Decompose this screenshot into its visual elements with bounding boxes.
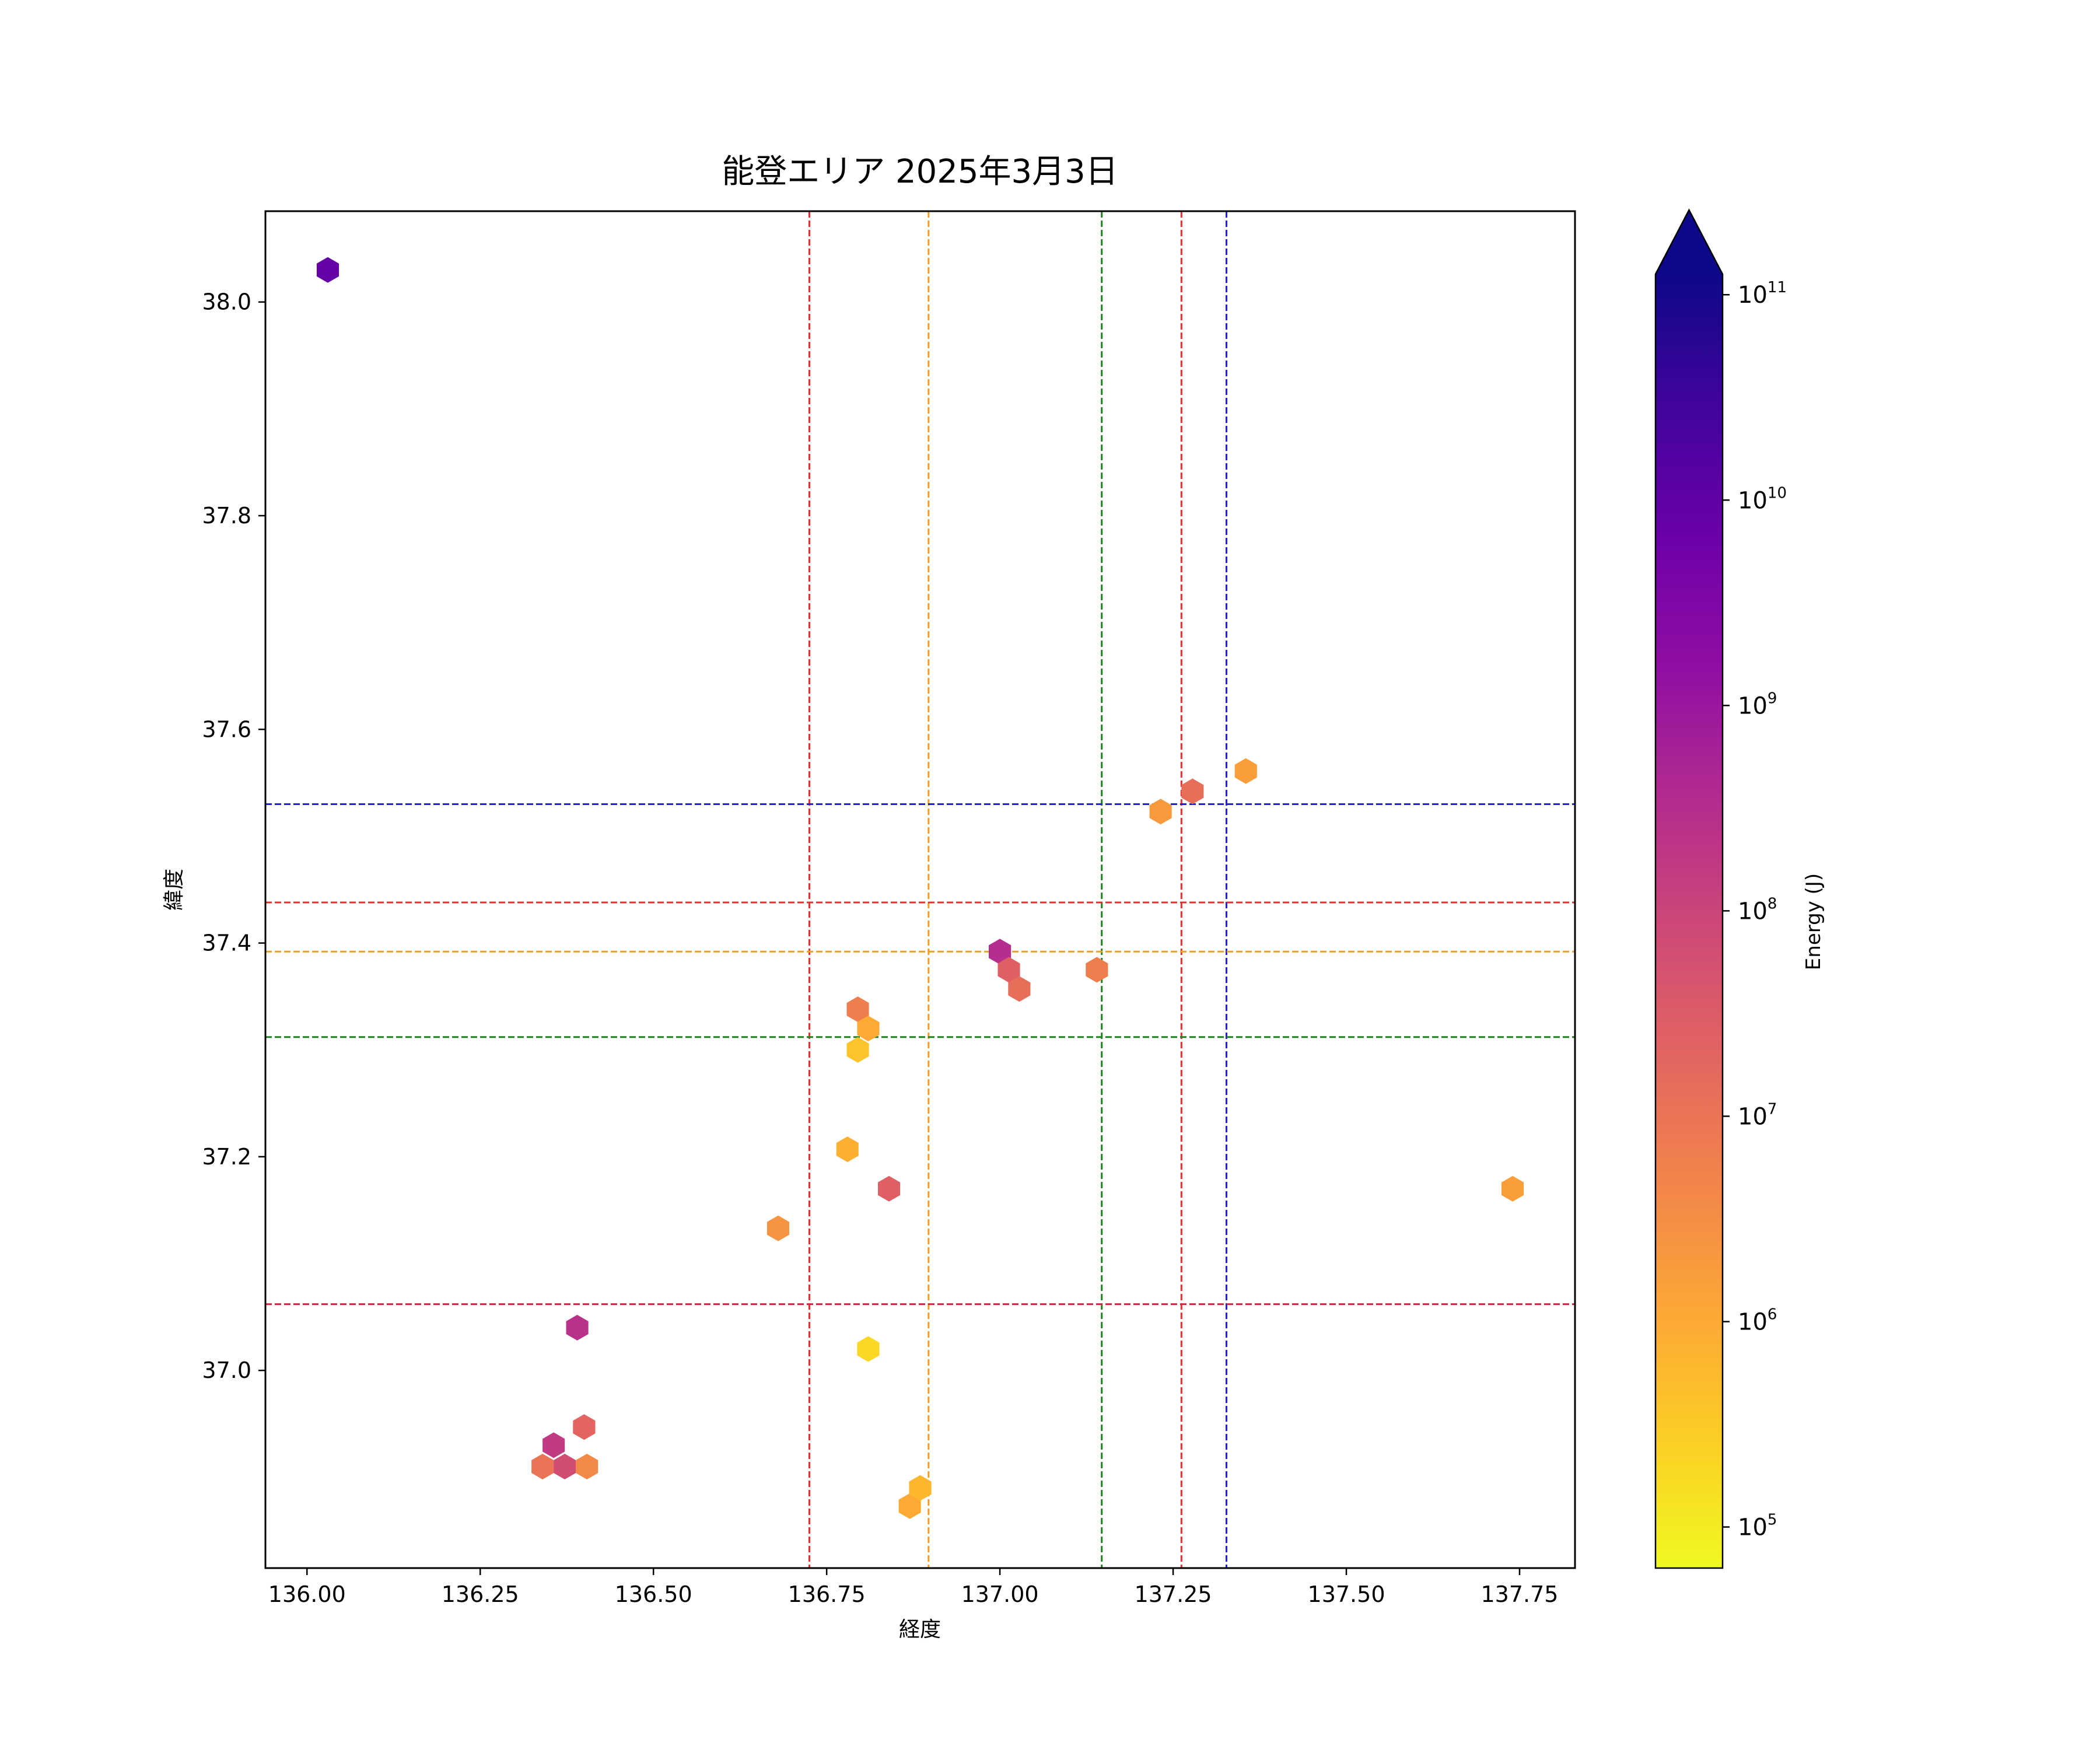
y-tick-label: 37.4 xyxy=(202,930,251,956)
hexbin-point xyxy=(766,1215,789,1241)
colorbar-frame xyxy=(1654,208,1724,1569)
hexbin-point xyxy=(846,1037,869,1063)
hexbin-point xyxy=(909,1475,932,1501)
colorbar-tick-label: 1010 xyxy=(1738,484,1787,514)
hexbin-point xyxy=(1086,957,1108,983)
hexbin-point xyxy=(998,957,1020,983)
hexbin-point xyxy=(898,1493,921,1519)
colorbar-tick-label: 107 xyxy=(1738,1100,1777,1130)
hexbin-point xyxy=(1181,778,1204,804)
hexbin-point xyxy=(316,257,339,283)
plot-area: 136.00 136.25 136.50 136.75 137.00 137.25 137.… xyxy=(202,210,1576,1607)
colorbar-extend-arrow xyxy=(1656,210,1723,274)
x-tick-label: 136.00 xyxy=(268,1581,346,1607)
hexbin-point xyxy=(542,1432,565,1458)
hexbin-point xyxy=(573,1414,596,1440)
colorbar: 105 106 107 108 109 1010 1011 xyxy=(1654,208,1787,1569)
hexbin-point xyxy=(554,1454,576,1479)
x-tick-label: 137.00 xyxy=(961,1581,1039,1607)
data-points xyxy=(316,257,1524,1519)
colorbar-tick-label: 1011 xyxy=(1738,279,1787,309)
y-tick-label: 37.8 xyxy=(202,503,251,529)
y-tick-label: 37.6 xyxy=(202,716,251,742)
hexbin-point xyxy=(576,1454,598,1479)
x-axis-label: 経度 xyxy=(899,1618,941,1642)
hexbin-point xyxy=(531,1454,554,1479)
y-tick-label: 37.2 xyxy=(202,1144,251,1170)
x-tick-label: 136.75 xyxy=(788,1581,866,1607)
hexbin-point xyxy=(878,1175,901,1202)
y-axis-label: 緯度 xyxy=(162,869,186,911)
x-tick-label: 136.50 xyxy=(615,1581,692,1607)
hexbin-point xyxy=(566,1314,589,1341)
colorbar-gradient xyxy=(1656,274,1723,1568)
plot-background xyxy=(265,211,1575,1568)
colorbar-tick-label: 106 xyxy=(1738,1306,1777,1336)
hexbin-point xyxy=(857,1336,880,1362)
hexbin-point xyxy=(1234,758,1257,784)
hexbin-point xyxy=(846,996,869,1023)
hexbin-point xyxy=(1502,1175,1524,1202)
x-tick-label: 137.75 xyxy=(1480,1581,1558,1607)
colorbar-tick-label: 109 xyxy=(1738,690,1777,719)
y-tick-label: 37.0 xyxy=(202,1357,251,1383)
plot-frame xyxy=(264,210,1576,1569)
hexbin-point xyxy=(1008,976,1031,1002)
x-tick-label: 137.50 xyxy=(1308,1581,1385,1607)
chart-title: 能登エリア 2025年3月3日 xyxy=(722,153,1118,191)
hexbin-point xyxy=(989,939,1012,965)
y-tick-label: 38.0 xyxy=(202,289,251,315)
hexbin-point xyxy=(836,1136,859,1163)
hexbin-point xyxy=(857,1016,880,1042)
colorbar-label: Energy (J) xyxy=(1802,873,1825,970)
x-tick-label: 136.25 xyxy=(442,1581,519,1607)
colorbar-tick-label: 108 xyxy=(1738,895,1777,925)
reference-lines xyxy=(265,211,1575,1568)
colorbar-tick-label: 105 xyxy=(1738,1511,1777,1541)
hexbin-point xyxy=(1149,799,1172,825)
x-tick-label: 137.25 xyxy=(1135,1581,1212,1607)
